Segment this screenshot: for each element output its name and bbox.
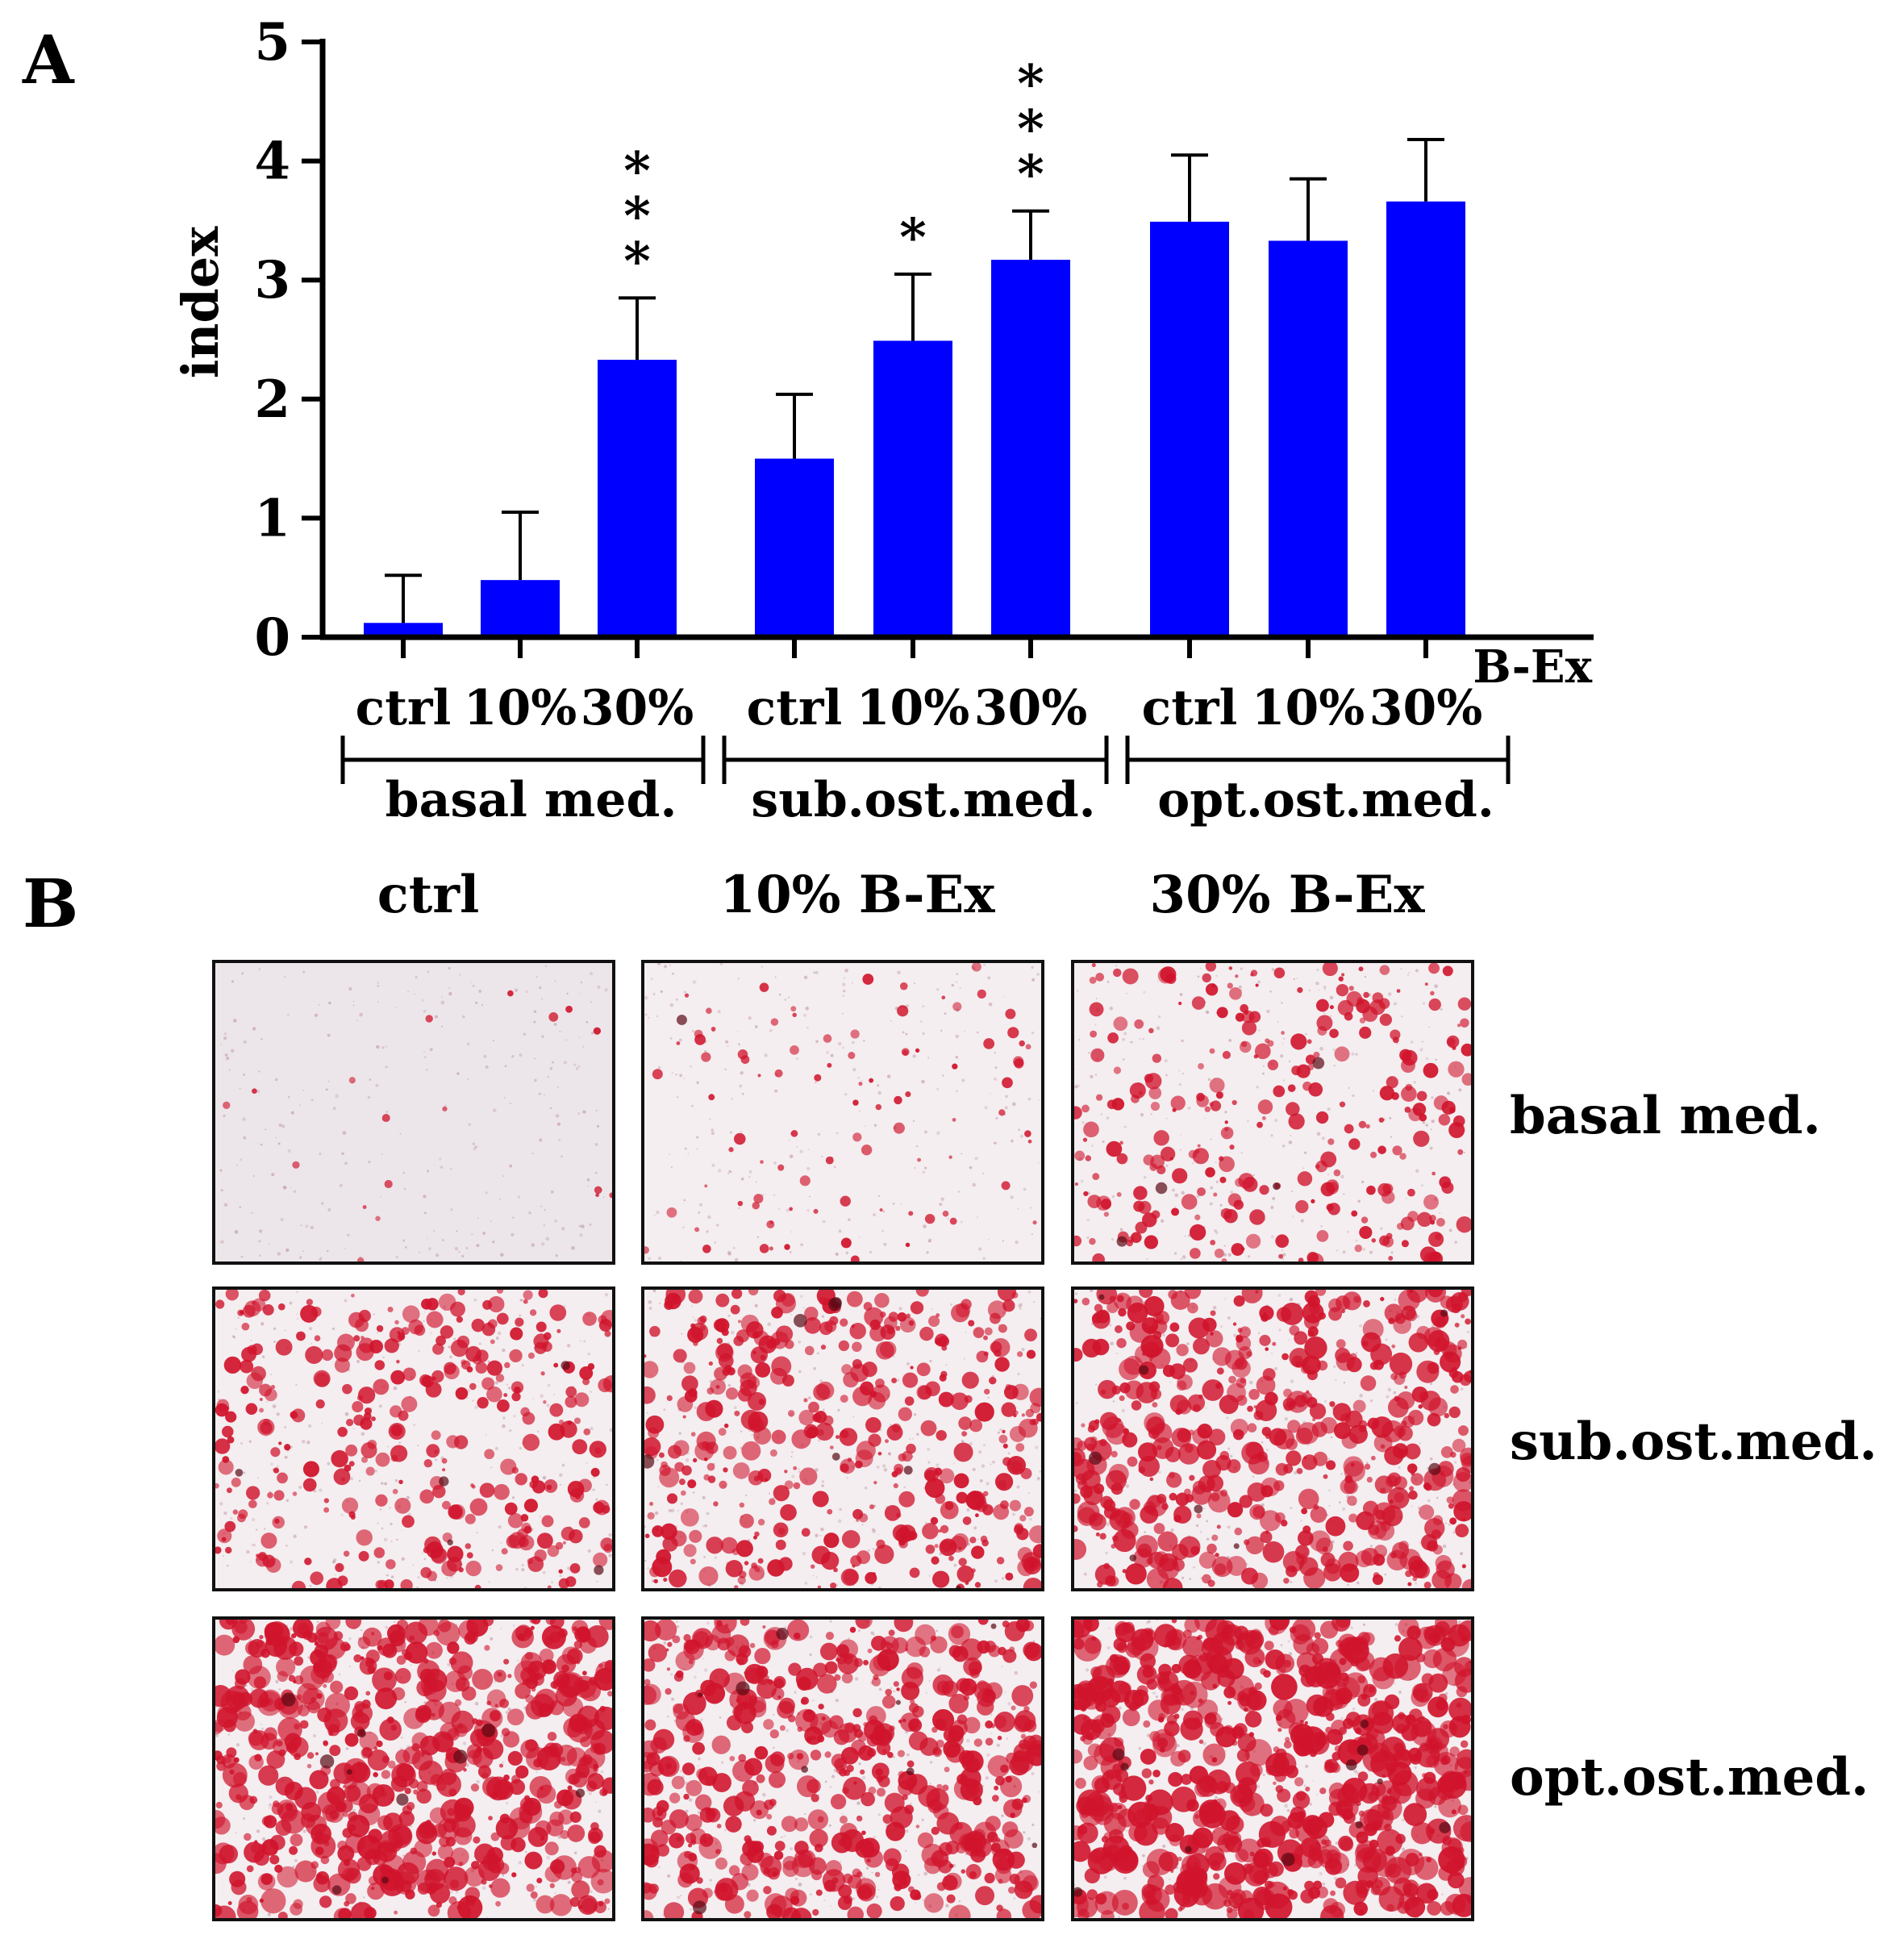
micrograph-1-1 (641, 1287, 1044, 1591)
micrograph-0-2 (1071, 960, 1474, 1265)
category-label-0-1: 10% (464, 680, 577, 736)
micrograph-image (215, 963, 612, 1261)
micrograph-image (215, 1290, 612, 1588)
panel-a-label: A (23, 22, 74, 99)
category-label-0-0: ctrl (356, 680, 452, 736)
category-label-2-1: 10% (1252, 680, 1365, 736)
micrograph-image (215, 1620, 612, 1918)
group-label-2: opt.ost.med. (1157, 772, 1494, 828)
category-label-1-2: 30% (974, 680, 1088, 736)
y-tick-label-2: 2 (254, 369, 290, 430)
y-tick-label-4: 4 (254, 131, 290, 192)
group-label-1: sub.ost.med. (751, 772, 1095, 828)
y-tick-label-5: 5 (254, 12, 290, 73)
panel-b-label: B (23, 865, 79, 943)
x-axis-label: B-Ex (1473, 640, 1592, 694)
category-label-2-0: ctrl (1142, 680, 1238, 736)
group-label-0: basal med. (385, 772, 677, 828)
micrograph-0-0 (212, 960, 615, 1265)
significance-star-1-2-2: * (1017, 144, 1044, 205)
y-tick-label-1: 1 (254, 488, 290, 548)
column-header-10pct: 10% B-Ex (719, 865, 995, 925)
bars-layer: *** **** (364, 54, 1465, 638)
micrograph-image (644, 963, 1041, 1261)
significance-star-0-2-1: * (623, 186, 650, 246)
row-label-basal: basal med. (1510, 1086, 1821, 1146)
row-label-opt-ost: opt.ost.med. (1510, 1747, 1869, 1808)
micrograph-2-2 (1071, 1616, 1474, 1921)
micrograph-1-0 (212, 1287, 615, 1591)
bar-1-1 (873, 340, 952, 637)
bar-2-1 (1269, 240, 1348, 637)
y-tick-label-3: 3 (254, 250, 290, 311)
micrograph-0-1 (641, 960, 1044, 1265)
row-label-sub-ost: sub.ost.med. (1510, 1412, 1877, 1472)
significance-star-0-2-0: * (623, 140, 650, 201)
y-tick-label-0: 0 (254, 607, 290, 668)
micrograph-image (644, 1620, 1041, 1918)
bar-0-0 (364, 623, 443, 637)
bar-1-0 (755, 458, 834, 637)
significance-star-1-2-1: * (1017, 99, 1044, 160)
y-axis-label: index (171, 226, 230, 378)
bar-1-2 (991, 260, 1070, 637)
bar-2-2 (1386, 201, 1465, 637)
category-label-1-1: 10% (856, 680, 970, 736)
micrograph-1-2 (1071, 1287, 1474, 1591)
bar-0-2 (598, 360, 677, 637)
significance-star-1-2-0: * (1017, 54, 1044, 115)
micrograph-image (1074, 1620, 1471, 1918)
bar-0-1 (481, 580, 560, 637)
column-header-30pct: 30% B-Ex (1149, 865, 1425, 925)
micrograph-image (1074, 1290, 1471, 1588)
column-header-ctrl: ctrl (377, 865, 480, 925)
micrograph-image (644, 1290, 1041, 1588)
micrograph-2-1 (641, 1616, 1044, 1921)
micrograph-image (1074, 963, 1471, 1261)
bar-2-0 (1150, 221, 1229, 638)
significance-star-1-1-0: * (899, 207, 926, 268)
micrograph-2-0 (212, 1616, 615, 1921)
category-label-2-2: 30% (1369, 680, 1483, 736)
category-label-0-2: 30% (581, 680, 694, 736)
category-label-1-0: ctrl (747, 680, 843, 736)
significance-star-0-2-2: * (623, 231, 650, 291)
